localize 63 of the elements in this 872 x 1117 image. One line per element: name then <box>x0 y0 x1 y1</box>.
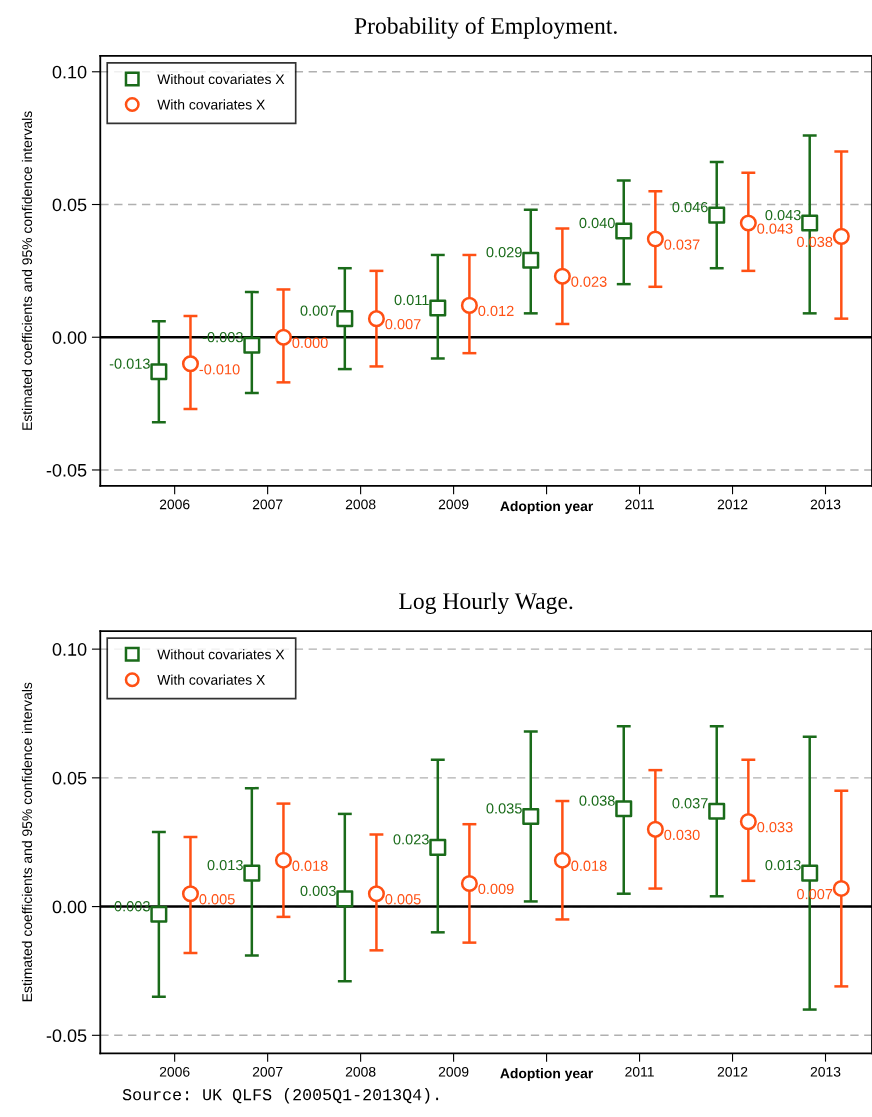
y-axis-title: Estimated coefficients and 95% confidence intervals <box>21 111 33 430</box>
data-label: 0.018 <box>292 860 328 871</box>
chart-title: Probability of Employment. <box>354 17 617 39</box>
y-tick-label: -0.05 <box>46 1029 87 1043</box>
data-label: 0.005 <box>385 894 421 905</box>
x-tick-label: 2011 <box>625 499 654 510</box>
data-label: 0.029 <box>486 247 522 258</box>
x-axis-title: Adoption year <box>500 500 594 514</box>
source-note: Source: UK QLFS (2005Q1-2013Q4). <box>122 1088 439 1104</box>
y-tick-label: 0.10 <box>52 65 87 79</box>
x-tick-label: 2006 <box>159 1066 190 1077</box>
x-tick-label: 2012 <box>717 1066 748 1077</box>
data-label: 0.023 <box>571 276 607 287</box>
legend-label: Without covariates X <box>157 649 285 660</box>
x-tick-label: 2013 <box>810 499 841 510</box>
data-label: -0.010 <box>199 364 240 375</box>
x-tick-label: 2012 <box>717 499 748 510</box>
data-label: 0.030 <box>664 829 700 841</box>
data-label: 0.018 <box>571 860 607 871</box>
x-tick-label: 2007 <box>252 499 283 510</box>
legend-label: Without covariates X <box>157 73 285 85</box>
x-tick-label: 2007 <box>252 1066 283 1077</box>
x-tick-label: 2009 <box>438 499 469 510</box>
y-tick-label: 0.05 <box>52 771 87 785</box>
y-tick-label: 0.05 <box>52 198 87 212</box>
data-label: 0.013 <box>207 859 243 871</box>
data-label: 0.043 <box>757 223 793 234</box>
y-tick-label: 0.00 <box>52 900 87 914</box>
x-axis-title: Adoption year <box>500 1068 594 1082</box>
data-label: 0.013 <box>765 859 801 871</box>
y-axis-title: Estimated coefficients and 95% confidence intervals <box>21 682 33 1002</box>
data-label: 0.007 <box>385 319 421 330</box>
data-label: 0.011 <box>394 294 429 306</box>
y-tick-label: -0.05 <box>46 463 87 477</box>
data-label: 0.009 <box>478 883 514 895</box>
data-label: 0.046 <box>672 201 708 213</box>
legend-label: With covariates X <box>157 674 265 685</box>
data-label: 0.023 <box>393 834 429 845</box>
y-tick-label: 0.10 <box>52 643 87 656</box>
data-label: 0.033 <box>757 822 793 833</box>
x-tick-label: 2011 <box>625 1066 654 1077</box>
data-label: 0.038 <box>579 795 615 806</box>
data-label: 0.000 <box>292 337 328 348</box>
data-label: 0.012 <box>478 305 514 317</box>
y-tick-label: 0.00 <box>52 331 87 344</box>
data-label: 0.040 <box>579 217 615 229</box>
data-label: 0.007 <box>300 305 336 316</box>
data-label: -0.013 <box>109 358 150 369</box>
data-label: 0.043 <box>765 209 801 221</box>
x-tick-label: 2013 <box>810 1066 841 1077</box>
data-label: -0.003 <box>109 901 150 912</box>
x-tick-label: 2008 <box>345 1066 376 1077</box>
x-tick-label: 2008 <box>345 499 376 510</box>
data-label: 0.037 <box>664 239 700 250</box>
data-label: 0.035 <box>486 803 522 814</box>
data-label: 0.037 <box>672 798 708 809</box>
data-label: 0.003 <box>300 885 336 896</box>
x-tick-label: 2009 <box>438 1066 469 1077</box>
data-label: -0.003 <box>202 331 243 343</box>
x-tick-label: 2006 <box>159 499 190 510</box>
data-label: 0.005 <box>199 894 235 905</box>
legend-label: With covariates X <box>157 99 265 110</box>
chart-title: Log Hourly Wage. <box>399 592 573 614</box>
